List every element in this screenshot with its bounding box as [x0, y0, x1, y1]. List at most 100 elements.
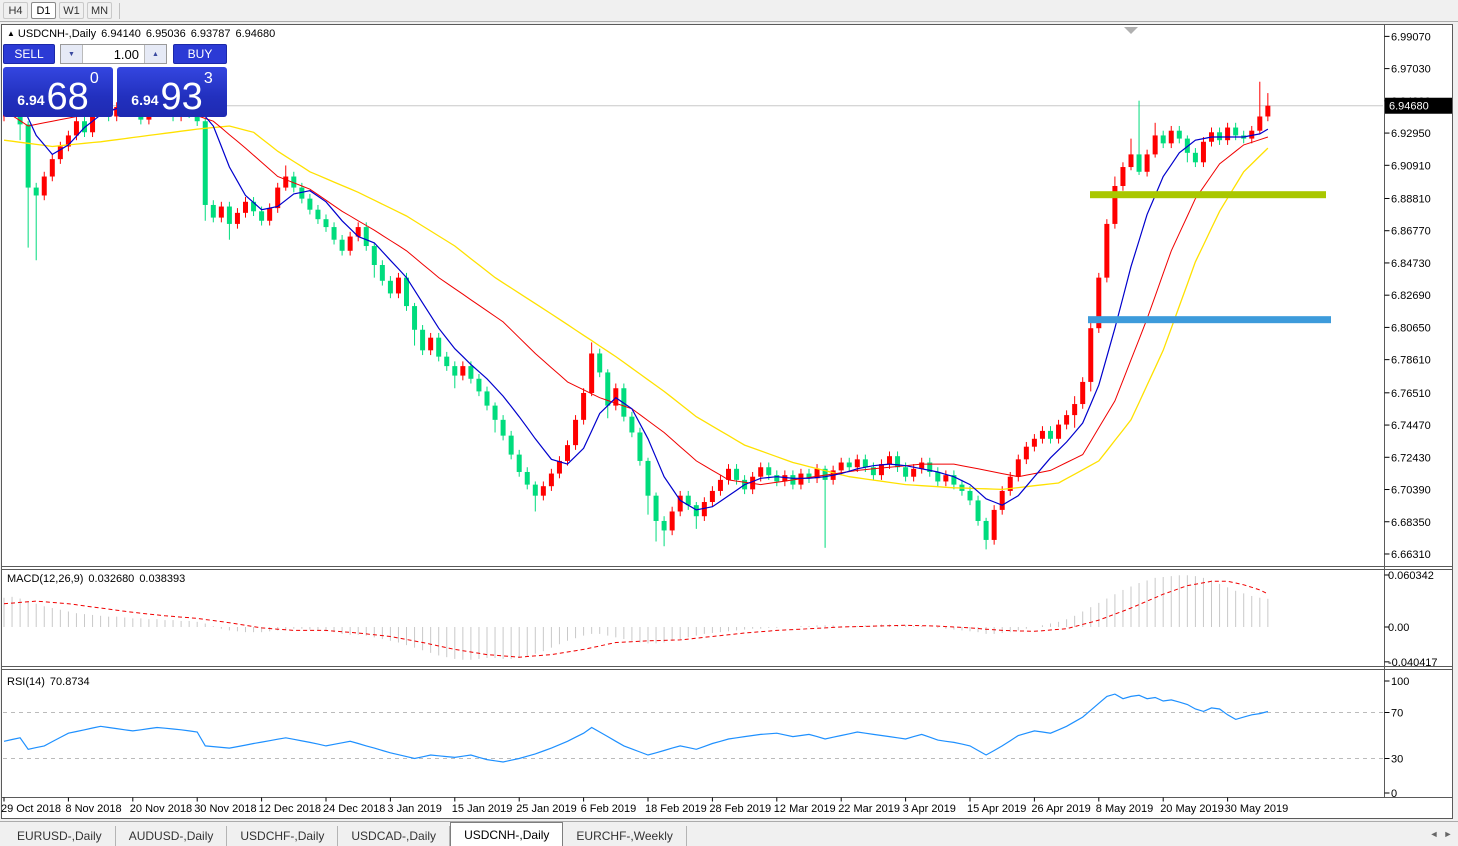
svg-text:8 Nov 2018: 8 Nov 2018 — [65, 803, 121, 815]
svg-text:28 Feb 2019: 28 Feb 2019 — [709, 803, 771, 815]
svg-text:70: 70 — [1391, 708, 1403, 720]
chart-shift-marker-icon[interactable] — [1124, 27, 1138, 34]
volume-stepper: ▼ 1.00 ▲ — [60, 44, 167, 64]
svg-text:8 May 2019: 8 May 2019 — [1096, 803, 1153, 815]
svg-text:6.80650: 6.80650 — [1391, 322, 1431, 334]
chart-tab-audusd-daily[interactable]: AUDUSD-,Daily — [116, 826, 228, 846]
buy-price-big: 93 — [160, 76, 203, 118]
rsi-line — [3, 693, 1269, 763]
rsi-name: RSI(14) — [7, 676, 45, 688]
svg-text:12 Dec 2018: 12 Dec 2018 — [259, 803, 321, 815]
svg-text:0.060342: 0.060342 — [1388, 570, 1434, 582]
svg-text:6.74470: 6.74470 — [1391, 420, 1431, 432]
chart-tab-usdchf-daily[interactable]: USDCHF-,Daily — [227, 826, 339, 846]
ma-slow-yellow-line — [3, 125, 1269, 491]
svg-text:20 Nov 2018: 20 Nov 2018 — [130, 803, 192, 815]
timeframe-toolbar: H4 D1 W1 MN — [0, 0, 1458, 22]
svg-text:22 Mar 2019: 22 Mar 2019 — [838, 803, 900, 815]
buy-price-sup: 3 — [203, 70, 213, 87]
volume-input[interactable]: 1.00 — [83, 45, 144, 63]
chart-tab-usdcnh-daily[interactable]: USDCNH-,Daily — [450, 822, 564, 846]
time-axis[interactable]: 29 Oct 2018 8 Nov 2018 20 Nov 2018 30 Nov 2… — [1, 797, 1289, 816]
svg-text:6.70390: 6.70390 — [1391, 485, 1431, 497]
svg-text:3 Apr 2019: 3 Apr 2019 — [903, 803, 956, 815]
timeframe-button-h4[interactable]: H4 — [3, 2, 28, 19]
chart-title: ▲ USDCNH-,Daily 6.94140 6.95036 6.93787 6.946… — [7, 28, 280, 40]
chart-tabs: EURUSD-,Daily AUDUSD-,Daily USDCHF-,Daily U… — [0, 822, 687, 846]
ma-mid-red-line — [3, 106, 1269, 486]
chart-tab-eurchf-weekly[interactable]: EURCHF-,Weekly — [563, 826, 687, 846]
svg-text:12 Mar 2019: 12 Mar 2019 — [774, 803, 836, 815]
svg-text:6.72430: 6.72430 — [1391, 452, 1431, 464]
svg-text:0: 0 — [1391, 788, 1397, 800]
ohlc-open: 6.94140 — [101, 28, 141, 40]
svg-text:100: 100 — [1391, 676, 1409, 688]
ohlc-close: 6.94680 — [235, 28, 276, 40]
svg-text:30 Nov 2018: 30 Nov 2018 — [194, 803, 256, 815]
rsi-label: RSI(14) 70.8734 — [7, 676, 95, 688]
svg-text:29 Oct 2018: 29 Oct 2018 — [1, 803, 61, 815]
timeframe-button-d1[interactable]: D1 — [31, 2, 56, 19]
horizontal-level-line-2[interactable] — [1088, 316, 1331, 324]
timeframe-button-mn[interactable]: MN — [87, 2, 112, 19]
volume-increase-button[interactable]: ▲ — [144, 45, 166, 63]
triangle-down-icon: ▼ — [68, 50, 75, 58]
current-price-value: 6.94680 — [1389, 101, 1429, 113]
rsi-value: 70.8734 — [49, 676, 90, 688]
svg-text:6.68350: 6.68350 — [1391, 517, 1431, 529]
svg-text:3 Jan 2019: 3 Jan 2019 — [387, 803, 441, 815]
sell-price-panel[interactable]: 6.94 68 0 — [3, 67, 113, 117]
chart-tab-eurusd-daily[interactable]: EURUSD-,Daily — [4, 826, 116, 846]
volume-decrease-button[interactable]: ▼ — [61, 45, 83, 63]
tab-arrows: ◄ ► — [1427, 827, 1455, 841]
sell-price-sup: 0 — [89, 70, 99, 87]
svg-text:6.99070: 6.99070 — [1391, 31, 1431, 43]
svg-text:15 Apr 2019: 15 Apr 2019 — [967, 803, 1026, 815]
macd-name: MACD(12,26,9) — [7, 573, 84, 585]
current-price-box — [1385, 97, 1452, 114]
collapse-triangle-icon[interactable]: ▲ — [7, 29, 15, 38]
buy-price-small: 6.94 — [131, 92, 159, 108]
svg-text:15 Jan 2019: 15 Jan 2019 — [452, 803, 513, 815]
macd-panel[interactable] — [3, 575, 1269, 660]
tab-scroll-right-button[interactable]: ► — [1443, 829, 1453, 839]
rsi-panel[interactable] — [3, 693, 1383, 763]
triangle-up-icon: ▲ — [152, 50, 159, 58]
macd-label: MACD(12,26,9) 0.032680 0.038393 — [7, 573, 190, 585]
ohlc-high: 6.95036 — [145, 28, 186, 40]
svg-text:6.97030: 6.97030 — [1391, 64, 1431, 76]
horizontal-level-line-1[interactable] — [1090, 191, 1326, 199]
ma-fast-blue-line — [3, 99, 1269, 511]
tab-scroll-left-button[interactable]: ◄ — [1429, 829, 1439, 839]
timeframe-button-w1[interactable]: W1 — [59, 2, 84, 19]
sell-button[interactable]: SELL — [3, 44, 55, 64]
svg-text:6.86770: 6.86770 — [1391, 226, 1431, 238]
one-click-trading-panel: SELL ▼ 1.00 ▲ BUY 6.94 68 0 6.94 93 3 — [3, 44, 227, 117]
svg-text:6.92950: 6.92950 — [1391, 128, 1431, 140]
svg-text:18 Feb 2019: 18 Feb 2019 — [645, 803, 707, 815]
macd-signal-line — [3, 580, 1269, 658]
svg-text:6.84730: 6.84730 — [1391, 258, 1431, 270]
svg-text:6.78610: 6.78610 — [1391, 355, 1431, 367]
chart-canvas[interactable]: 6.990706.970306.949906.929506.909106.888… — [0, 0, 1458, 822]
chart-tab-usdcad-daily[interactable]: USDCAD-,Daily — [338, 826, 451, 846]
svg-text:6.66310: 6.66310 — [1391, 549, 1431, 561]
chart-window-frame — [1, 24, 1453, 819]
toolbar-separator — [119, 2, 120, 19]
moving-averages — [3, 99, 1269, 511]
chart-symbol-period: USDCNH-,Daily — [17, 28, 97, 40]
svg-text:6.76510: 6.76510 — [1391, 388, 1431, 400]
svg-text:26 Apr 2019: 26 Apr 2019 — [1031, 803, 1090, 815]
buy-price-panel[interactable]: 6.94 93 3 — [117, 67, 227, 117]
sell-price-big: 68 — [46, 76, 89, 118]
svg-text:6.82690: 6.82690 — [1391, 290, 1431, 302]
macd-main-value: 0.032680 — [88, 573, 135, 585]
svg-text:6.88810: 6.88810 — [1391, 193, 1431, 205]
svg-text:0.00: 0.00 — [1388, 622, 1409, 634]
buy-button[interactable]: BUY — [173, 44, 227, 64]
svg-text:30 May 2019: 30 May 2019 — [1225, 803, 1289, 815]
svg-text:24 Dec 2018: 24 Dec 2018 — [323, 803, 385, 815]
svg-text:25 Jan 2019: 25 Jan 2019 — [516, 803, 577, 815]
svg-text:6 Feb 2019: 6 Feb 2019 — [581, 803, 637, 815]
